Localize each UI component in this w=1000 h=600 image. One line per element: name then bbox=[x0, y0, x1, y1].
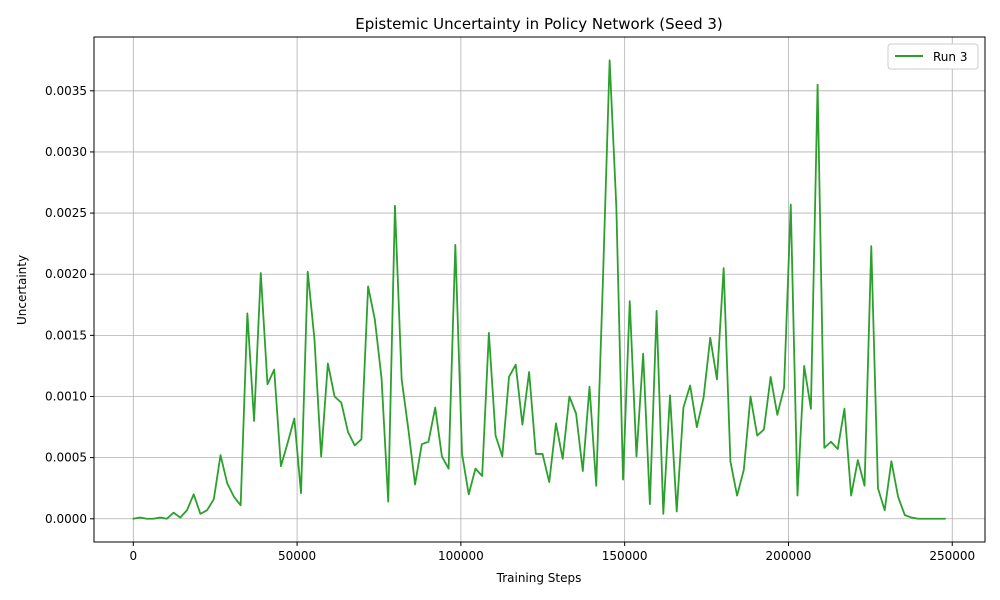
chart-title: Epistemic Uncertainty in Policy Network … bbox=[355, 15, 723, 33]
x-tick-label: 0 bbox=[129, 549, 137, 563]
y-tick-label: 0.0010 bbox=[45, 389, 87, 403]
x-tick-label: 100000 bbox=[438, 549, 484, 563]
y-tick-label: 0.0025 bbox=[45, 206, 87, 220]
grid bbox=[94, 37, 985, 542]
y-tick-label: 0.0005 bbox=[45, 451, 87, 465]
x-axis-label: Training Steps bbox=[496, 571, 582, 585]
y-ticks: 0.0000 0.0005 0.0010 0.0015 0.0020 0.0025 0.00… bbox=[45, 84, 94, 526]
series-layer bbox=[132, 59, 946, 520]
y-tick-label: 0.0000 bbox=[45, 512, 87, 526]
series-line-run-3 bbox=[132, 59, 946, 520]
x-ticks: 0 50000 100000 150000 200000 250000 bbox=[129, 542, 975, 563]
x-tick-label: 200000 bbox=[766, 549, 812, 563]
plot-frame bbox=[93, 36, 986, 543]
y-axis-label: Uncertainty bbox=[15, 255, 29, 325]
y-tick-label: 0.0015 bbox=[45, 328, 87, 342]
x-tick-label: 250000 bbox=[929, 549, 975, 563]
x-tick-label: 150000 bbox=[602, 549, 648, 563]
x-tick-label: 50000 bbox=[278, 549, 316, 563]
y-tick-label: 0.0035 bbox=[45, 84, 87, 98]
legend-label-run-3: Run 3 bbox=[933, 50, 967, 64]
y-tick-label: 0.0030 bbox=[45, 145, 87, 159]
y-tick-label: 0.0020 bbox=[45, 267, 87, 281]
legend-box bbox=[887, 43, 979, 70]
legend: Run 3 bbox=[887, 43, 979, 70]
